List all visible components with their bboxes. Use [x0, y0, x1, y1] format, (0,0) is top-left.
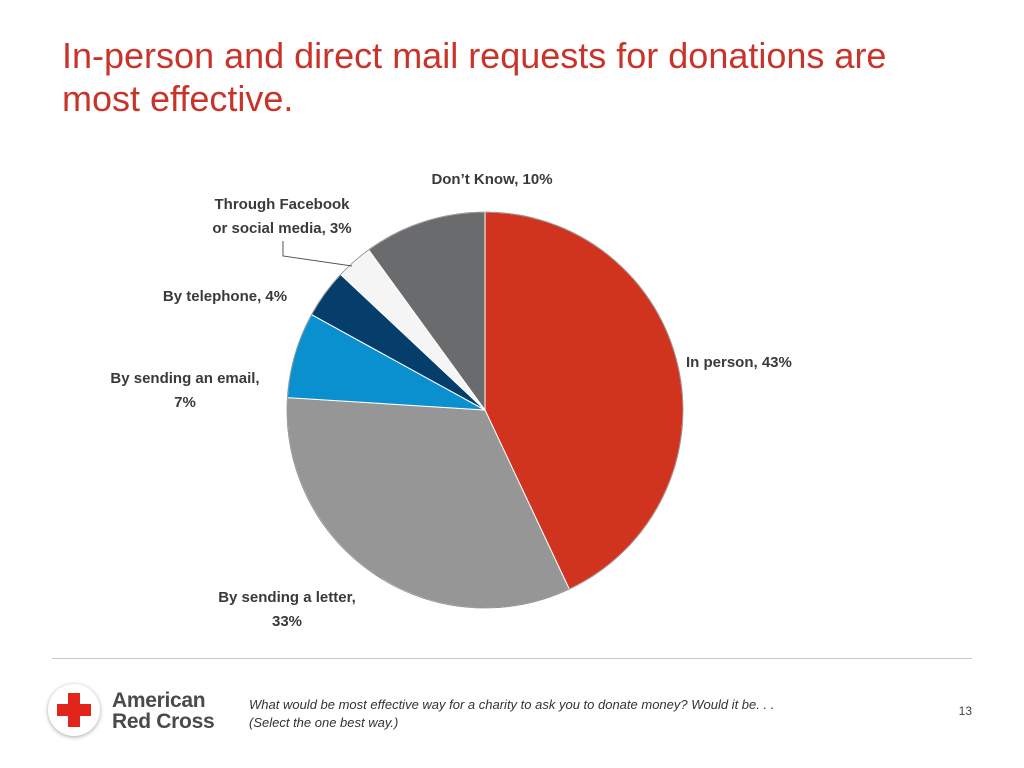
survey-question-footnote: What would be most effective way for a c… — [249, 696, 929, 732]
slice-label-by-telephone: By telephone, 4% — [163, 288, 287, 305]
slice-label-by-sending-an-email: By sending an email, 7% — [110, 370, 259, 411]
footnote-line-2: (Select the one best way.) — [249, 715, 399, 730]
page-number: 13 — [958, 704, 972, 718]
slice-label-by-sending-a-letter: By sending a letter, 33% — [218, 589, 356, 630]
slide-title: In-person and direct mail requests for d… — [62, 35, 887, 119]
slice-label-in-person: In person, 43% — [686, 354, 792, 371]
label-leader-line — [282, 241, 353, 267]
pie-outline — [286, 211, 684, 609]
red-cross-icon — [48, 684, 100, 736]
footer-divider — [52, 658, 972, 659]
american-red-cross-logo: American Red Cross — [48, 684, 238, 740]
slice-label-don-t-know: Don’t Know, 10% — [431, 171, 552, 188]
pie-chart: In person, 43% By sending a letter, 33% By … — [110, 171, 792, 630]
logo-line-2: Red Cross — [112, 710, 215, 733]
logo-line-1: American — [112, 689, 206, 712]
pie-chart-svg: In person, 43% By sending a letter, 33% By … — [110, 171, 792, 630]
footnote-line-1: What would be most effective way for a c… — [249, 697, 775, 712]
logo-wordmark: American Red Cross — [112, 689, 215, 733]
slice-label-through-facebook-or-social-media: Through Facebook or social media, 3% — [212, 196, 351, 237]
